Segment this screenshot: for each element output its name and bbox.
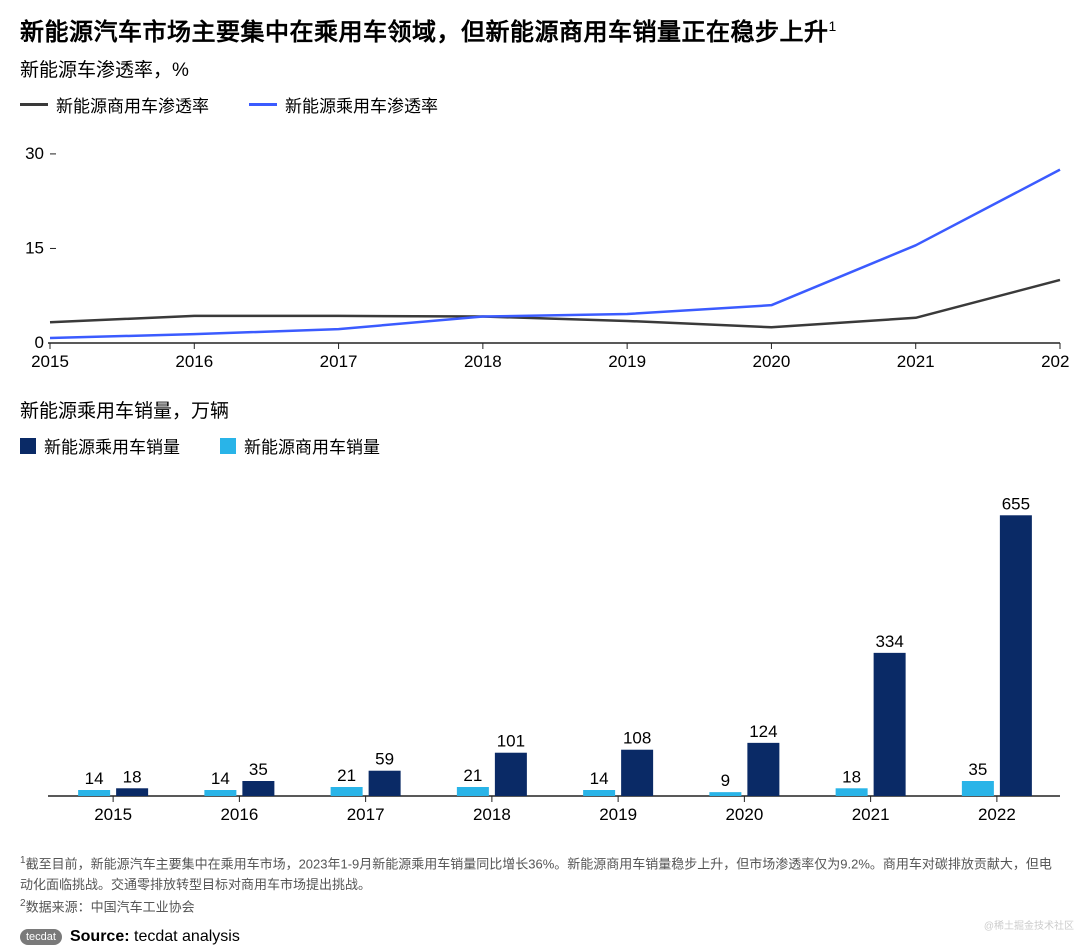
svg-text:18: 18 [842, 767, 861, 786]
svg-text:655: 655 [1002, 494, 1030, 513]
svg-text:2022: 2022 [978, 805, 1016, 824]
svg-text:124: 124 [749, 722, 777, 741]
svg-text:2016: 2016 [175, 352, 213, 371]
svg-text:2015: 2015 [94, 805, 132, 824]
svg-text:2019: 2019 [608, 352, 646, 371]
svg-text:2016: 2016 [220, 805, 258, 824]
tecdat-badge-icon: tecdat [20, 929, 62, 945]
svg-text:18: 18 [123, 767, 142, 786]
square-swatch-icon [220, 438, 236, 454]
legend-label: 新能源商用车渗透率 [56, 92, 209, 117]
svg-text:0: 0 [35, 333, 44, 352]
svg-text:101: 101 [497, 732, 525, 751]
title-sup: 1 [829, 18, 837, 34]
legend-item-passenger-line: 新能源乘用车渗透率 [249, 92, 438, 117]
line-chart-svg: 0 15 30 2015 2016 2017 2018 2019 2020 2021 2022 [20, 125, 1070, 373]
legend-label: 新能源商用车销量 [244, 433, 380, 458]
footnotes: 1截至目前，新能源汽车主要集中在乘用车市场，2023年1-9月新能源乘用车销量同… [20, 853, 1060, 918]
svg-text:2019: 2019 [599, 805, 637, 824]
source-row: tecdat Source: tecdat analysis [20, 928, 1060, 946]
chart2-legend: 新能源乘用车销量 新能源商用车销量 [20, 433, 1060, 458]
svg-text:15: 15 [25, 238, 44, 257]
svg-text:30: 30 [25, 144, 44, 163]
svg-text:9: 9 [721, 771, 730, 790]
svg-text:2017: 2017 [320, 352, 358, 371]
line-swatch-icon [20, 103, 48, 106]
line-swatch-icon [249, 103, 277, 106]
svg-text:2018: 2018 [473, 805, 511, 824]
title-text: 新能源汽车市场主要集中在乘用车领域，但新能源商用车销量正在稳步上升 [20, 19, 829, 46]
svg-text:14: 14 [85, 769, 104, 788]
svg-text:2021: 2021 [852, 805, 890, 824]
chart1-subtitle: 新能源车渗透率，% [20, 55, 1060, 82]
svg-text:2020: 2020 [753, 352, 791, 371]
svg-text:59: 59 [375, 750, 394, 769]
legend-item-commercial-bar: 新能源商用车销量 [220, 433, 380, 458]
svg-text:14: 14 [211, 769, 230, 788]
legend-label: 新能源乘用车渗透率 [285, 92, 438, 117]
svg-text:108: 108 [623, 729, 651, 748]
footnote-1: 1截至目前，新能源汽车主要集中在乘用车市场，2023年1-9月新能源乘用车销量同… [20, 853, 1060, 896]
legend-item-passenger-bar: 新能源乘用车销量 [20, 433, 180, 458]
svg-text:2017: 2017 [347, 805, 385, 824]
svg-text:2018: 2018 [464, 352, 502, 371]
bar-chart: 14 18 2015 14 35 2016 21 59 2017 21 101 2018 14 108 20… [20, 466, 1060, 841]
legend-item-commercial-line: 新能源商用车渗透率 [20, 92, 209, 117]
source-label: Source: tecdat analysis [70, 928, 240, 946]
svg-text:2015: 2015 [31, 352, 69, 371]
svg-text:21: 21 [337, 766, 356, 785]
svg-text:2022: 2022 [1041, 352, 1070, 371]
svg-text:35: 35 [249, 760, 268, 779]
line-chart: 0153020152016201720182019202020212022 [20, 125, 1060, 378]
chart2-subtitle: 新能源乘用车销量，万辆 [20, 396, 1060, 423]
chart1-legend: 新能源商用车渗透率 新能源乘用车渗透率 [20, 92, 1060, 117]
svg-text:21: 21 [463, 766, 482, 785]
footnote-2: 2数据来源：中国汽车工业协会 [20, 896, 1060, 918]
svg-text:2020: 2020 [725, 805, 763, 824]
svg-text:334: 334 [875, 632, 903, 651]
svg-text:2021: 2021 [897, 352, 935, 371]
watermark: @稀土掘金技术社区 [984, 917, 1074, 932]
square-swatch-icon [20, 438, 36, 454]
svg-text:35: 35 [968, 760, 987, 779]
legend-label: 新能源乘用车销量 [44, 433, 180, 458]
svg-text:14: 14 [590, 769, 609, 788]
bar-chart-svg: 14 18 2015 14 35 2016 21 59 2017 21 101 2018 14 108 20… [20, 466, 1070, 836]
page-title: 新能源汽车市场主要集中在乘用车领域，但新能源商用车销量正在稳步上升1 [20, 12, 1060, 47]
